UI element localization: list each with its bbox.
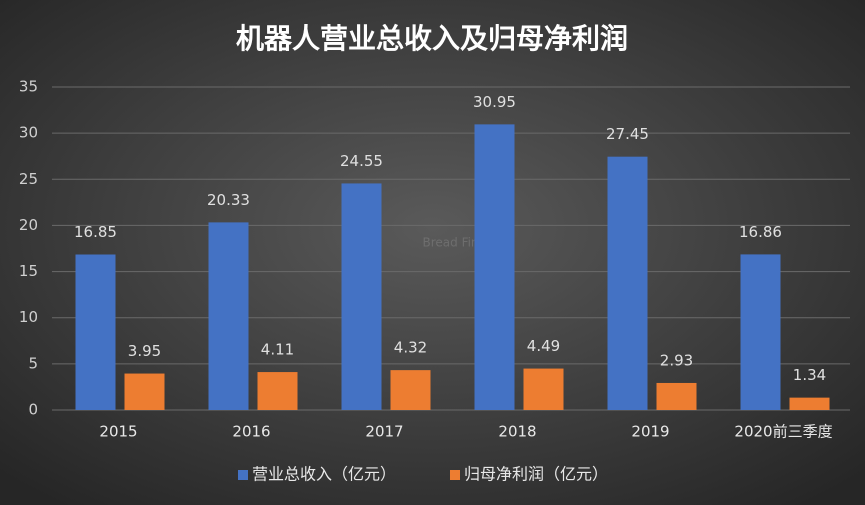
bar	[474, 124, 515, 410]
bar	[208, 222, 249, 410]
bar	[124, 373, 165, 410]
x-tick-label: 2015	[99, 423, 137, 441]
legend-swatch	[450, 470, 460, 480]
y-tick-label: 5	[28, 354, 38, 372]
data-label: 16.85	[74, 223, 117, 241]
legend-label: 营业总收入（亿元）	[252, 465, 396, 484]
bar	[740, 254, 781, 410]
bar	[75, 254, 116, 410]
y-tick-label: 15	[19, 262, 38, 280]
y-tick-label: 35	[19, 78, 38, 96]
legend-swatch	[238, 470, 248, 480]
bar	[257, 372, 298, 410]
x-tick-label: 2018	[498, 423, 536, 441]
data-label: 1.34	[793, 366, 826, 384]
y-tick-label: 25	[19, 170, 38, 188]
data-label: 30.95	[473, 93, 516, 111]
y-tick-label: 0	[28, 401, 38, 419]
x-tick-label: 2020前三季度	[734, 423, 832, 441]
bar	[607, 156, 648, 410]
data-label: 4.11	[261, 341, 294, 359]
y-tick-label: 20	[19, 216, 38, 234]
bar	[523, 368, 564, 410]
data-label: 4.49	[527, 337, 560, 355]
x-tick-label: 2016	[232, 423, 270, 441]
data-label: 24.55	[340, 152, 383, 170]
y-tick-label: 30	[19, 124, 38, 142]
bar	[390, 370, 431, 410]
data-label: 20.33	[207, 191, 250, 209]
data-label: 3.95	[128, 342, 161, 360]
legend-label: 归母净利润（亿元）	[464, 465, 608, 484]
data-label: 16.86	[739, 223, 782, 241]
bar	[789, 397, 830, 410]
bar	[656, 382, 697, 410]
data-label: 2.93	[660, 351, 693, 369]
data-label: 4.32	[394, 339, 427, 357]
x-tick-label: 2017	[365, 423, 403, 441]
chart-title: 机器人营业总收入及归母净利润	[236, 22, 628, 55]
bar	[341, 183, 382, 410]
data-label: 27.45	[606, 125, 649, 143]
x-tick-label: 2019	[631, 423, 669, 441]
y-tick-label: 10	[19, 308, 38, 326]
